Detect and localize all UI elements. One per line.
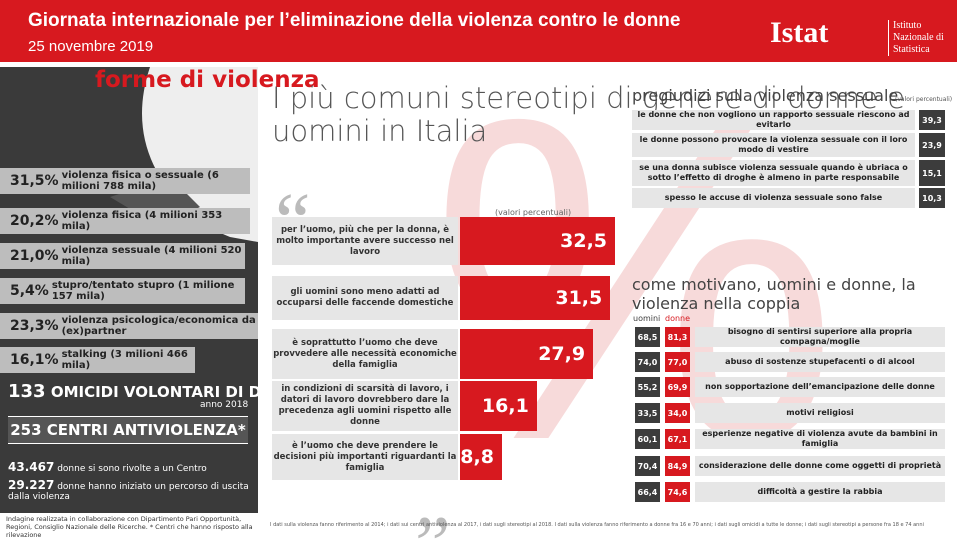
section-title: pregiudizi sulla violenza sessuale — [632, 86, 899, 105]
category-label: gli uomini sono meno adatti ad occuparsi… — [272, 276, 458, 320]
violence-band: 31,5% violenza fisica o sessuale (6 milio… — [0, 168, 250, 194]
chart-title: I più comuni stereotipi di genere di don… — [272, 81, 906, 148]
men-value: 74,0 — [635, 352, 660, 372]
prejudice-value: 10,3 — [919, 188, 945, 208]
bar: 31,5 — [460, 276, 611, 320]
category-label: è l’uomo che deve prendere le decisioni … — [272, 434, 458, 480]
stat-number: 43.467 — [8, 460, 55, 474]
section-title: come motivano, uomini e donne, la violen… — [632, 275, 916, 313]
stat-number: 29.227 — [8, 478, 55, 492]
violence-band: 23,3% violenza psicologica/economica da (… — [0, 313, 258, 339]
violence-pct: 20,2% — [10, 213, 59, 229]
face — [142, 67, 258, 242]
violence-band: 20,2% violenza fisica (4 milioni 353 mila… — [0, 208, 250, 234]
women-value: 74,6 — [665, 482, 690, 502]
violence-label: violenza psicologica/economica da (ex)pa… — [61, 315, 256, 337]
men-value: 33,5 — [635, 403, 660, 423]
women-value: 84,9 — [665, 456, 690, 476]
men-value: 66,4 — [635, 482, 660, 502]
homicides: 133 OMICIDI VOLONTARI DI DONNE — [8, 381, 309, 402]
prejudice-label: se una donna subisce violenza sessuale q… — [632, 160, 915, 186]
prejudice-value: 23,9 — [919, 133, 945, 157]
bar: 27,9 — [460, 329, 594, 379]
motivation-label: bisogno di sentirsi superiore alla propr… — [695, 327, 945, 347]
bar: 32,5 — [460, 217, 616, 265]
prejudice-label: le donne che non vogliono un rapporto se… — [632, 110, 915, 130]
homicides-year: anno 2018 — [200, 400, 249, 410]
stat-label: donne hanno iniziato un percorso di usci… — [8, 482, 249, 502]
centers: 253 CENTRI ANTIVIOLENZA* — [8, 416, 248, 444]
prejudice-label: spesso le accuse di violenza sessuale so… — [632, 188, 915, 208]
prejudice-value: 15,1 — [919, 160, 945, 186]
violence-label: violenza fisica o sessuale (6 milioni 78… — [61, 170, 219, 192]
institute: Istituto Nazionale di Statistica — [888, 20, 957, 56]
violence-pct: 5,4% — [10, 283, 49, 299]
violence-pct: 31,5% — [10, 173, 59, 189]
women-value: 69,9 — [665, 377, 690, 397]
title: Giornata internazionale per l’eliminazio… — [28, 10, 681, 31]
homicides-label: OMICIDI VOLONTARI DI DONNE — [50, 383, 310, 401]
motivation-label: abuso di sostenze stupefacenti o di alco… — [695, 352, 945, 372]
motivation-label: considerazione delle donne come oggetti … — [695, 456, 945, 476]
violence-label: violenza fisica (4 milioni 353 mila) — [61, 210, 223, 232]
violence-band: 5,4% stupro/tentato stupro (1 milione 157… — [0, 278, 245, 304]
bar: 16,1 — [460, 381, 537, 431]
men-value: 70,4 — [635, 456, 660, 476]
women-value: 67,1 — [665, 429, 690, 449]
motivation-label: non sopportazione dell’emancipazione del… — [695, 377, 945, 397]
men-value: 68,5 — [635, 327, 660, 347]
centers-stat: 43.467 donne si sono rivolte a un Centro — [8, 460, 253, 474]
section-title: forme di violenza — [95, 67, 320, 93]
violence-label: violenza sessuale (4 milioni 520 mila) — [61, 245, 242, 267]
violence-pct: 16,1% — [10, 352, 59, 368]
category-label: in condizioni di scarsità di lavoro, i d… — [272, 381, 458, 431]
prejudice-label: le donne possono provocare la violenza s… — [632, 133, 915, 157]
unit-note: (valori percentuali) — [895, 96, 953, 103]
violence-band: 21,0% violenza sessuale (4 milioni 520 mi… — [0, 243, 245, 269]
category-label: per l’uomo, più che per la donna, è molt… — [272, 217, 458, 265]
category-label: è soprattutto l’uomo che deve provvedere… — [272, 329, 458, 379]
violence-label: stupro/tentato stupro (1 milione 157 mil… — [51, 280, 235, 302]
bar: 8,8 — [460, 434, 502, 480]
women-value: 81,3 — [665, 327, 690, 347]
header-band — [0, 0, 957, 62]
centers-stat: 29.227 donne hanno iniziato un percorso … — [8, 478, 253, 502]
silhouette — [110, 67, 258, 242]
motivation-label: difficoltà a gestire la rabbia — [695, 482, 945, 502]
women-value: 34,0 — [665, 403, 690, 423]
logo: Istat — [770, 16, 829, 49]
motivation-label: esperienze negative di violenza avute da… — [695, 429, 945, 449]
stat-label: donne si sono rivolte a un Centro — [57, 464, 207, 474]
date: 25 novembre 2019 — [28, 38, 154, 55]
men-value: 60,1 — [635, 429, 660, 449]
violence-label: stalking (3 milioni 466 mila) — [61, 349, 188, 371]
homicides-number: 133 — [8, 381, 46, 402]
women-value: 77,0 — [665, 352, 690, 372]
violence-band: 16,1% stalking (3 milioni 466 mila) — [0, 347, 195, 373]
unit-note: (valori percentuali) — [495, 208, 572, 217]
column-header: uomini — [633, 314, 661, 323]
footnote: Indagine realizzata in collaborazione co… — [6, 515, 253, 539]
column-header: donne — [665, 314, 691, 323]
data-note: I dati sulla violenza fanno riferimento … — [270, 522, 924, 528]
violence-pct: 23,3% — [10, 318, 59, 334]
men-value: 55,2 — [635, 377, 660, 397]
motivation-label: motivi religiosi — [695, 403, 945, 423]
violence-pct: 21,0% — [10, 248, 59, 264]
prejudice-value: 39,3 — [919, 110, 945, 130]
